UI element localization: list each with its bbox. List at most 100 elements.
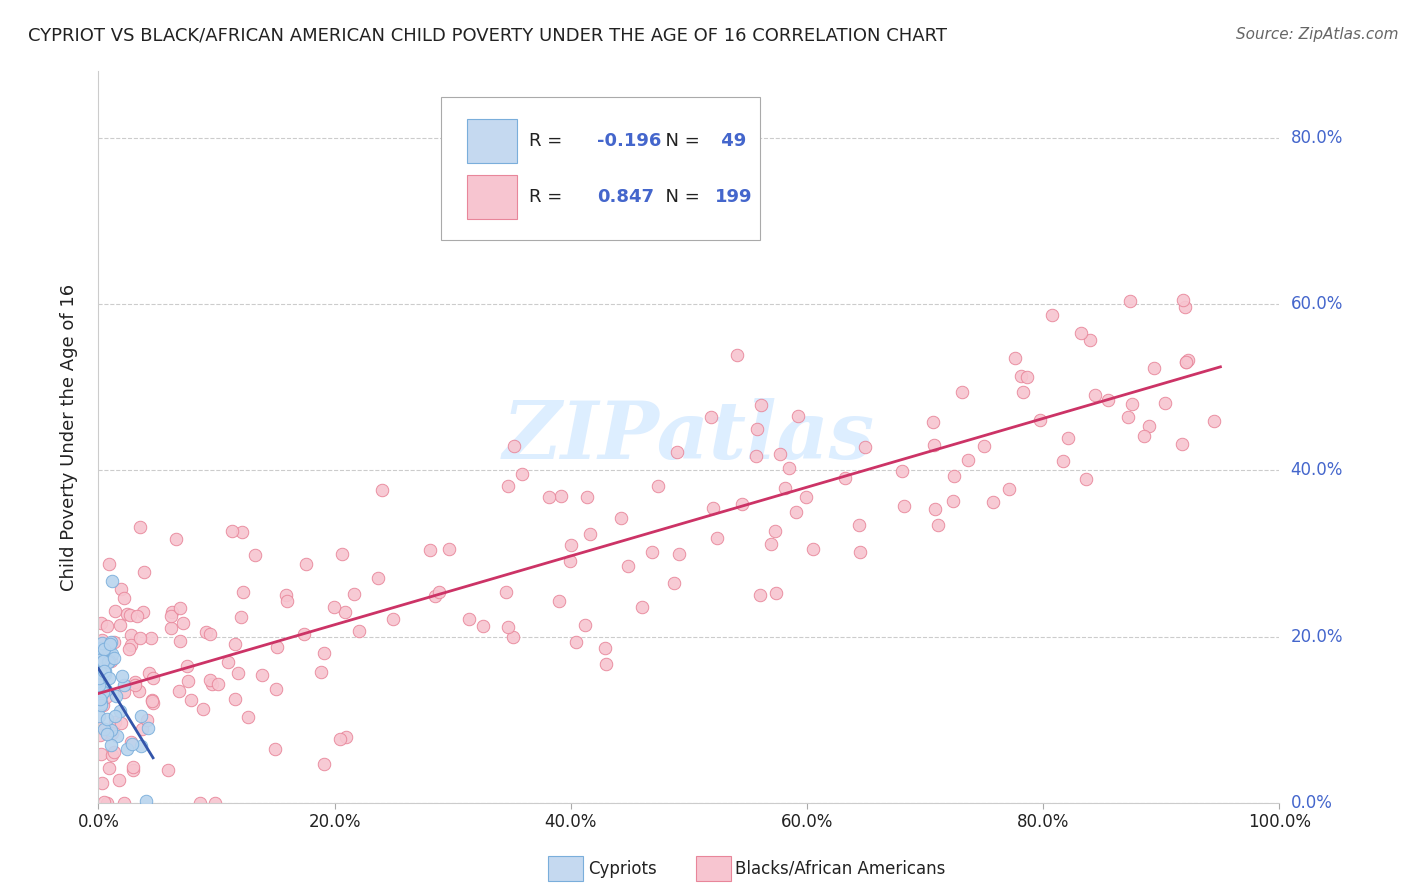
Point [666, 445, 689, 459]
Point [120, 638, 142, 652]
Point [129, 739, 152, 753]
Point [110, 704, 132, 718]
Point [104, 714, 127, 729]
Point [89, 665, 111, 679]
Point [731, 497, 754, 511]
Point [274, 588, 297, 602]
Point [547, 593, 569, 607]
Point [309, 665, 332, 679]
Point [232, 584, 254, 599]
Point [1133, 429, 1156, 443]
Point [668, 547, 690, 561]
Point [103, 745, 125, 759]
Point [1171, 293, 1194, 307]
Point [1010, 368, 1032, 383]
Point [1154, 396, 1177, 410]
Point [471, 619, 494, 633]
Point [371, 483, 394, 498]
Point [97, 645, 120, 659]
Point [142, 697, 165, 711]
Point [112, 684, 135, 698]
Point [330, 547, 353, 561]
Point [132, 605, 155, 619]
Point [575, 490, 598, 504]
Point [595, 657, 617, 672]
Point [120, 608, 142, 623]
Point [312, 757, 335, 772]
Point [1076, 472, 1098, 486]
Point [87, 644, 110, 658]
Text: 199: 199 [714, 188, 752, 206]
Point [335, 730, 357, 744]
Point [765, 585, 787, 599]
Point [773, 481, 796, 495]
Point [1040, 308, 1063, 322]
Point [96, 796, 118, 810]
Point [329, 731, 352, 746]
Point [201, 677, 224, 691]
Point [502, 631, 524, 645]
Point [91, 685, 114, 699]
Point [169, 634, 191, 648]
Point [167, 683, 190, 698]
Point [101, 647, 124, 661]
Point [973, 439, 995, 453]
Point [347, 624, 370, 639]
Point [89, 678, 111, 692]
Point [264, 742, 287, 756]
Point [998, 483, 1021, 497]
Point [90, 615, 112, 630]
Point [537, 490, 560, 504]
Text: 0.0%: 0.0% [1291, 794, 1333, 812]
Point [981, 495, 1004, 509]
Text: Source: ZipAtlas.com: Source: ZipAtlas.com [1236, 27, 1399, 42]
Point [574, 618, 596, 632]
Point [921, 416, 943, 430]
Point [495, 584, 517, 599]
Point [853, 440, 876, 454]
Point [136, 713, 159, 727]
Point [198, 673, 221, 688]
Point [96, 713, 118, 727]
Point [224, 637, 246, 651]
Point [101, 725, 124, 739]
Point [343, 587, 366, 601]
Point [180, 693, 202, 707]
Point [1028, 412, 1050, 426]
Point [367, 571, 389, 585]
Point [1097, 392, 1119, 407]
Point [100, 574, 122, 588]
Point [236, 710, 259, 724]
Point [1078, 333, 1101, 347]
Text: 40.0%: 40.0% [1291, 461, 1343, 479]
Point [138, 666, 160, 681]
Point [93, 664, 115, 678]
Point [276, 594, 298, 608]
Text: R =: R = [530, 132, 568, 150]
Point [159, 609, 181, 624]
Point [91, 775, 114, 789]
Point [630, 599, 652, 614]
Point [112, 796, 135, 810]
Point [124, 674, 146, 689]
Point [156, 763, 179, 777]
Point [110, 582, 132, 596]
Point [96, 682, 118, 697]
Point [231, 525, 253, 540]
Point [610, 511, 633, 525]
Point [1171, 437, 1194, 451]
Point [662, 576, 685, 591]
Point [381, 612, 404, 626]
Point [90, 641, 112, 656]
Point [700, 410, 723, 425]
FancyBboxPatch shape [467, 175, 516, 219]
Point [142, 671, 165, 685]
Point [108, 618, 131, 632]
Point [96, 619, 118, 633]
Point [641, 545, 664, 559]
Point [91, 654, 114, 668]
Point [1011, 385, 1033, 400]
Point [89, 721, 111, 735]
Point [111, 669, 134, 683]
Text: N =: N = [654, 132, 704, 150]
